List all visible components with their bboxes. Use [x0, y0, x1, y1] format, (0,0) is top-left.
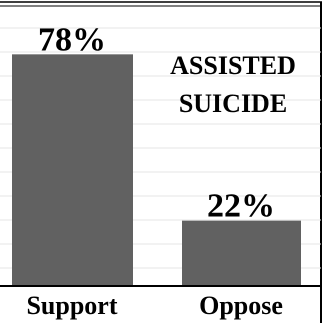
- chart-title-line-1: ASSISTED: [170, 51, 296, 80]
- value-label-support: 78%: [38, 21, 106, 58]
- category-label-oppose: Oppose: [199, 291, 283, 320]
- labels: 78% Support 22% Oppose: [26, 21, 282, 320]
- bars: [12, 54, 301, 287]
- category-label-support: Support: [26, 291, 117, 320]
- bar-support: [12, 54, 133, 287]
- value-label-oppose: 22%: [207, 188, 275, 225]
- bar-oppose: [182, 220, 301, 286]
- chart-title-line-2: SUICIDE: [179, 89, 287, 118]
